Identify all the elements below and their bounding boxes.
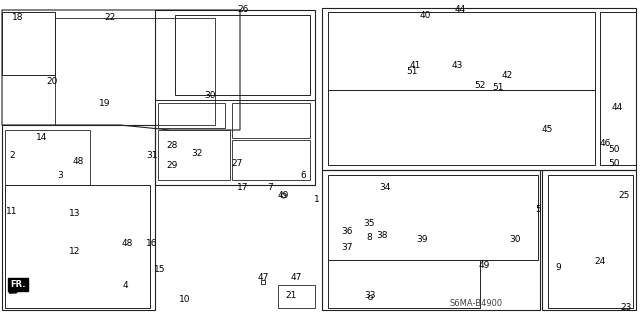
Text: 52: 52 xyxy=(474,80,486,90)
Text: 16: 16 xyxy=(147,239,157,248)
Text: 33: 33 xyxy=(364,291,376,300)
Text: 3: 3 xyxy=(57,170,63,180)
Text: 44: 44 xyxy=(454,5,466,14)
Text: 44: 44 xyxy=(611,103,623,113)
Text: 34: 34 xyxy=(380,183,390,192)
Text: 2: 2 xyxy=(9,151,15,160)
Text: 4: 4 xyxy=(122,280,128,290)
Text: 26: 26 xyxy=(237,5,249,14)
Text: FR.: FR. xyxy=(10,280,26,289)
Text: 14: 14 xyxy=(36,133,48,143)
Text: 35: 35 xyxy=(364,219,375,227)
Text: 6: 6 xyxy=(300,170,306,180)
Text: 30: 30 xyxy=(204,91,216,100)
Text: 38: 38 xyxy=(376,231,388,240)
Text: 31: 31 xyxy=(147,151,157,160)
Text: S6MA-B4900: S6MA-B4900 xyxy=(449,300,502,308)
Text: 10: 10 xyxy=(179,295,191,305)
Text: 25: 25 xyxy=(618,190,630,199)
Text: 13: 13 xyxy=(69,209,81,218)
Text: 46: 46 xyxy=(599,138,611,147)
Text: 8: 8 xyxy=(366,234,372,242)
Text: 49: 49 xyxy=(478,261,490,270)
Text: 36: 36 xyxy=(341,227,353,236)
Text: 27: 27 xyxy=(231,159,243,167)
Text: 32: 32 xyxy=(191,149,203,158)
Text: 7: 7 xyxy=(267,183,273,192)
Text: 15: 15 xyxy=(154,265,166,275)
Text: 40: 40 xyxy=(419,11,431,20)
Text: 47: 47 xyxy=(291,273,301,283)
Text: 24: 24 xyxy=(595,257,605,266)
Text: 17: 17 xyxy=(237,183,249,192)
Text: 49: 49 xyxy=(277,190,289,199)
Text: 18: 18 xyxy=(12,13,24,23)
Text: 20: 20 xyxy=(46,78,58,86)
Text: 9: 9 xyxy=(555,263,561,272)
Text: 50: 50 xyxy=(608,145,620,154)
Text: 28: 28 xyxy=(166,140,178,150)
Text: 12: 12 xyxy=(69,248,81,256)
Text: 23: 23 xyxy=(620,303,632,313)
Text: 42: 42 xyxy=(501,70,513,79)
Text: 30: 30 xyxy=(509,235,521,244)
Text: 48: 48 xyxy=(72,158,84,167)
Text: 22: 22 xyxy=(104,13,116,23)
Text: 1: 1 xyxy=(314,196,320,204)
Text: 48: 48 xyxy=(122,240,132,249)
Text: 43: 43 xyxy=(451,61,463,70)
Text: 29: 29 xyxy=(166,160,178,169)
Text: 5: 5 xyxy=(535,205,541,214)
Text: 39: 39 xyxy=(416,235,428,244)
Text: 51: 51 xyxy=(406,68,418,77)
Text: 41: 41 xyxy=(410,61,420,70)
Text: 45: 45 xyxy=(541,125,553,135)
Text: 19: 19 xyxy=(99,99,111,108)
Text: 21: 21 xyxy=(285,292,297,300)
Text: 47: 47 xyxy=(257,273,269,283)
Text: 51: 51 xyxy=(492,84,504,93)
Text: 37: 37 xyxy=(341,243,353,253)
Text: 50: 50 xyxy=(608,159,620,167)
Text: 11: 11 xyxy=(6,207,18,217)
